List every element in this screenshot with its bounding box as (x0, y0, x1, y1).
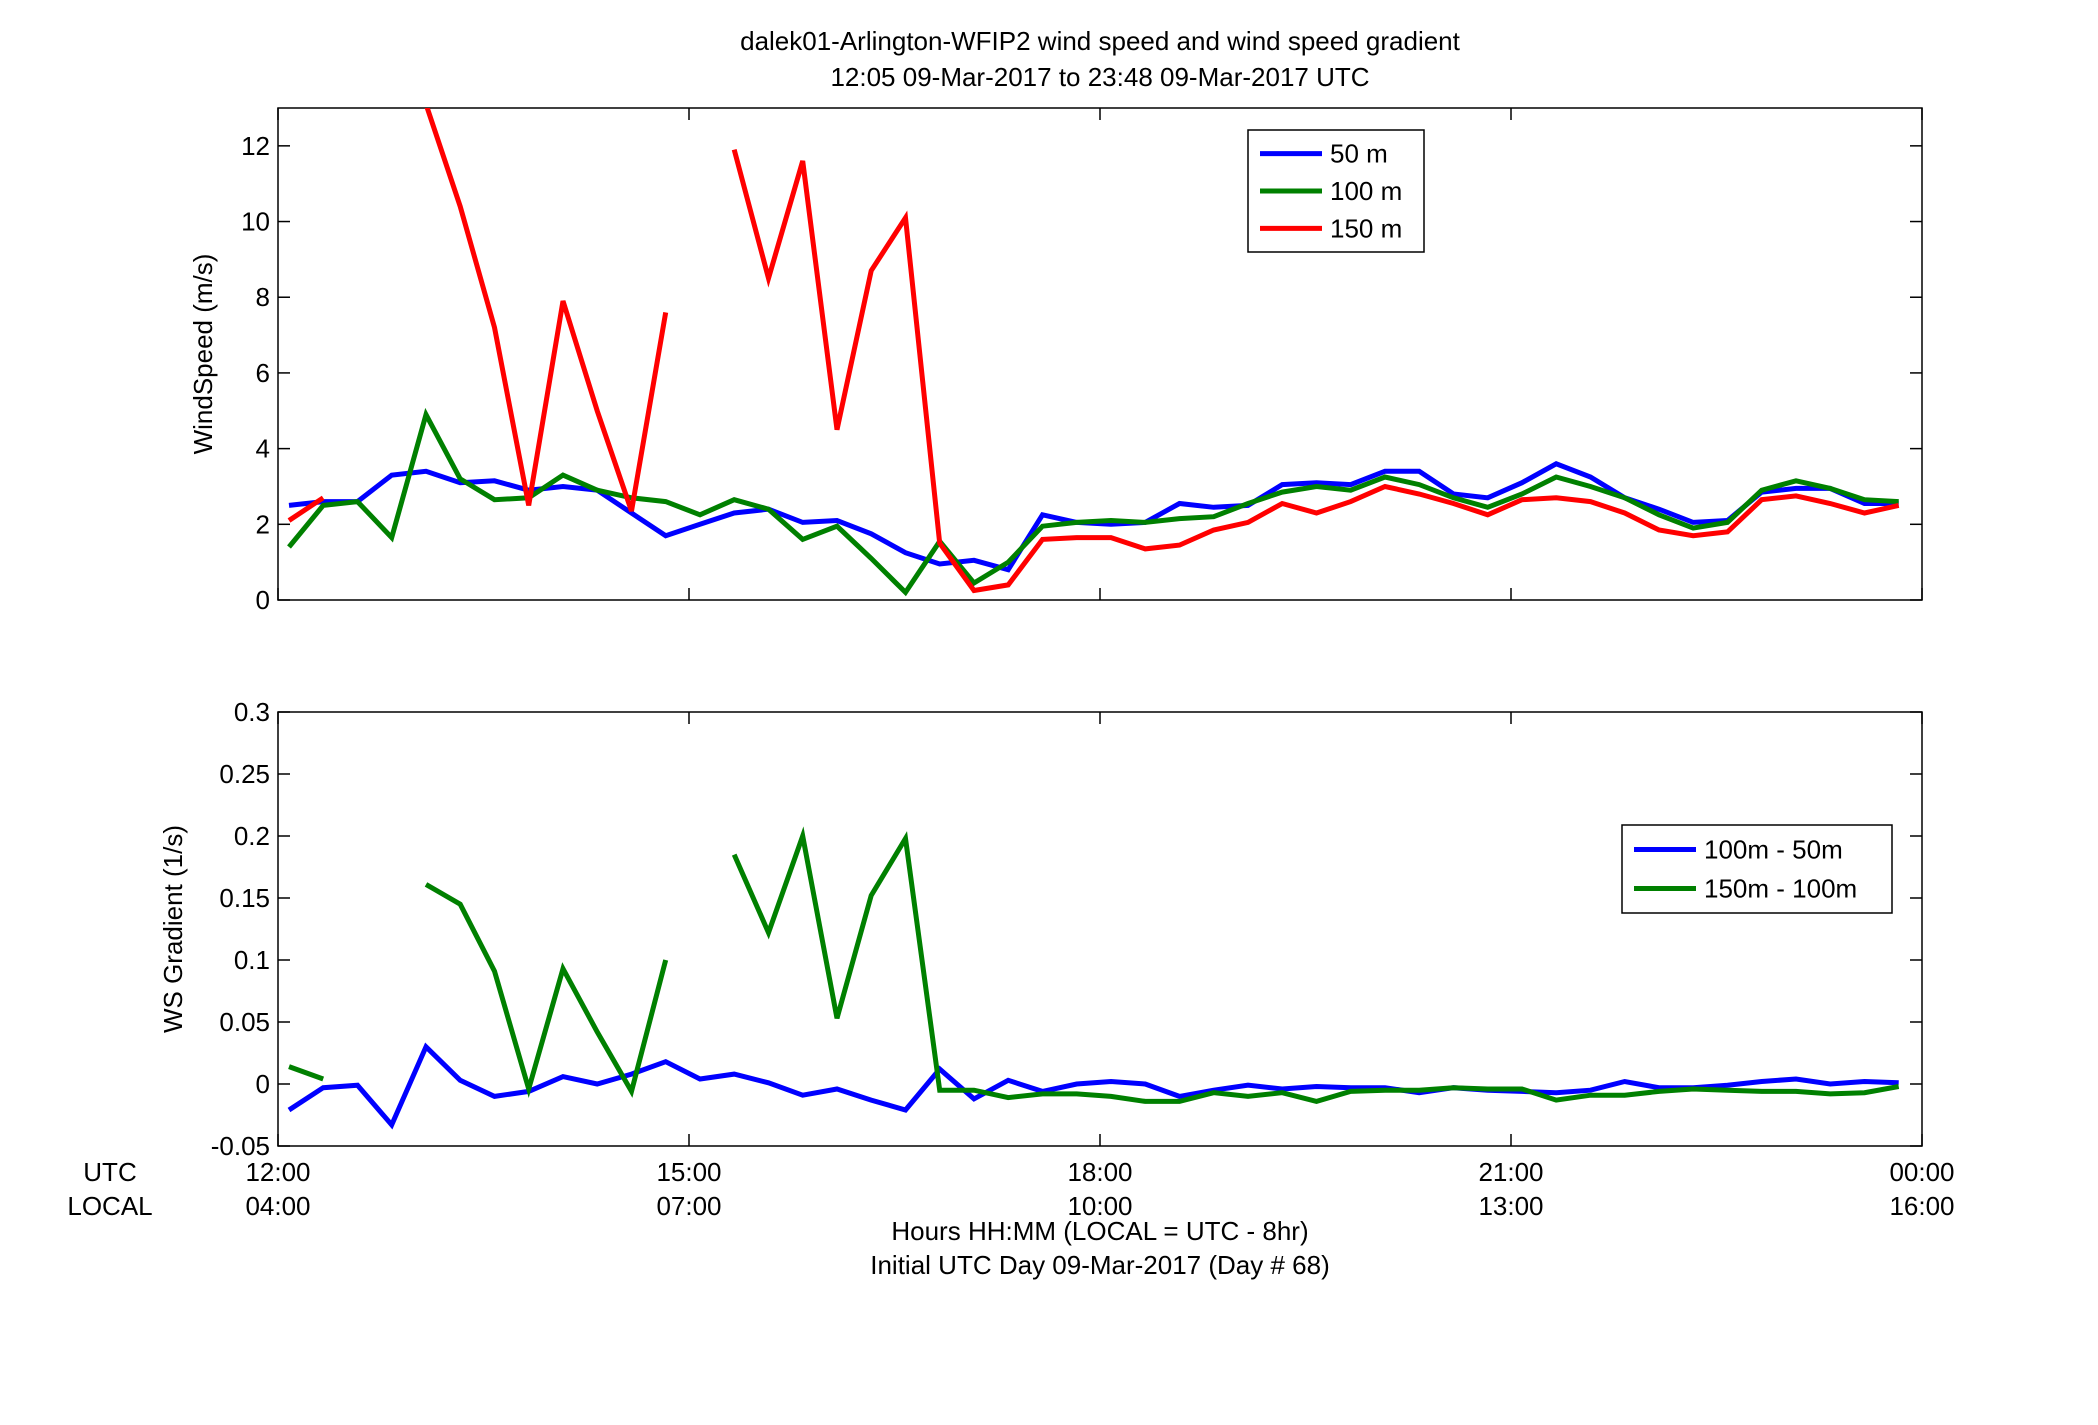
legend: 50 m 100 m 150 m (1247, 129, 1425, 253)
legend-label: 150m - 100m (1704, 874, 1857, 904)
plot-area (277, 107, 1923, 601)
chart-subtitle: 12:05 09-Mar-2017 to 23:48 09-Mar-2017 U… (830, 62, 1369, 92)
x-tick-label-local: 04:00 (245, 1191, 310, 1221)
y-tick-label: 0.3 (234, 697, 270, 727)
x-tick-label-utc: 00:00 (1889, 1157, 1954, 1187)
y-tick-label: 0 (256, 1069, 270, 1099)
plot-area (277, 711, 1923, 1147)
y-tick-label: 0.15 (219, 883, 270, 913)
x-tick-label-utc: 18:00 (1067, 1157, 1132, 1187)
y-tick-label: 4 (256, 434, 270, 464)
y-tick-label: -0.05 (211, 1131, 270, 1161)
y-tick-label: 10 (241, 207, 270, 237)
y-tick-label: 8 (256, 282, 270, 312)
legend-label: 150 m (1330, 213, 1402, 243)
y-tick-label: 0.25 (219, 759, 270, 789)
chart-title: dalek01-Arlington-WFIP2 wind speed and w… (740, 26, 1461, 56)
x-tick-label-local: 13:00 (1478, 1191, 1543, 1221)
x-tick-label-local: 16:00 (1889, 1191, 1954, 1221)
legend-label: 50 m (1330, 139, 1388, 169)
gradient-panel: -0.05 0 0.05 0.1 0.15 0.2 0.25 0.3 WS Gradient (… (158, 697, 1923, 1161)
legend: 100m - 50m 150m - 100m (1621, 824, 1893, 914)
series-line-150m-100m (288, 826, 1900, 1104)
x-tick-labels: 12:00 04:00 15:00 07:00 18:00 10:00 21:00 13:00… (245, 1157, 1954, 1221)
windspeed-panel: 0 2 4 6 8 10 12 WindSpeed (m/s) 50 m 100 m 150 m (188, 107, 1923, 615)
legend-box (1621, 824, 1893, 914)
y-axis-label: WindSpeed (m/s) (188, 254, 218, 455)
series-line-100m-50m (287, 1042, 1899, 1130)
x-tick-label-local: 10:00 (1067, 1191, 1132, 1221)
legend-label: 100m - 50m (1704, 835, 1843, 865)
series-line-150m (287, 108, 1900, 594)
y-tick-label: 0 (256, 585, 270, 615)
y-tick-label: 0.1 (234, 945, 270, 975)
x-axis-label-day: Initial UTC Day 09-Mar-2017 (Day # 68) (870, 1250, 1330, 1280)
x-tick-label-utc: 21:00 (1478, 1157, 1543, 1187)
local-row-label: LOCAL (67, 1191, 152, 1221)
x-axis-label: Hours HH:MM (LOCAL = UTC - 8hr) (891, 1216, 1308, 1246)
legend-label: 100 m (1330, 176, 1402, 206)
utc-row-label: UTC (83, 1157, 136, 1187)
y-tick-label: 2 (256, 509, 270, 539)
y-tick-label: 0.05 (219, 1007, 270, 1037)
y-tick-label: 6 (256, 358, 270, 388)
series-line-100m (287, 407, 1899, 597)
y-tick-label: 0.2 (234, 821, 270, 851)
y-tick-label: 12 (241, 131, 270, 161)
y-axis-label: WS Gradient (1/s) (158, 825, 188, 1033)
x-tick-label-utc: 12:00 (245, 1157, 310, 1187)
x-tick-label-local: 07:00 (656, 1191, 721, 1221)
x-tick-label-utc: 15:00 (656, 1157, 721, 1187)
